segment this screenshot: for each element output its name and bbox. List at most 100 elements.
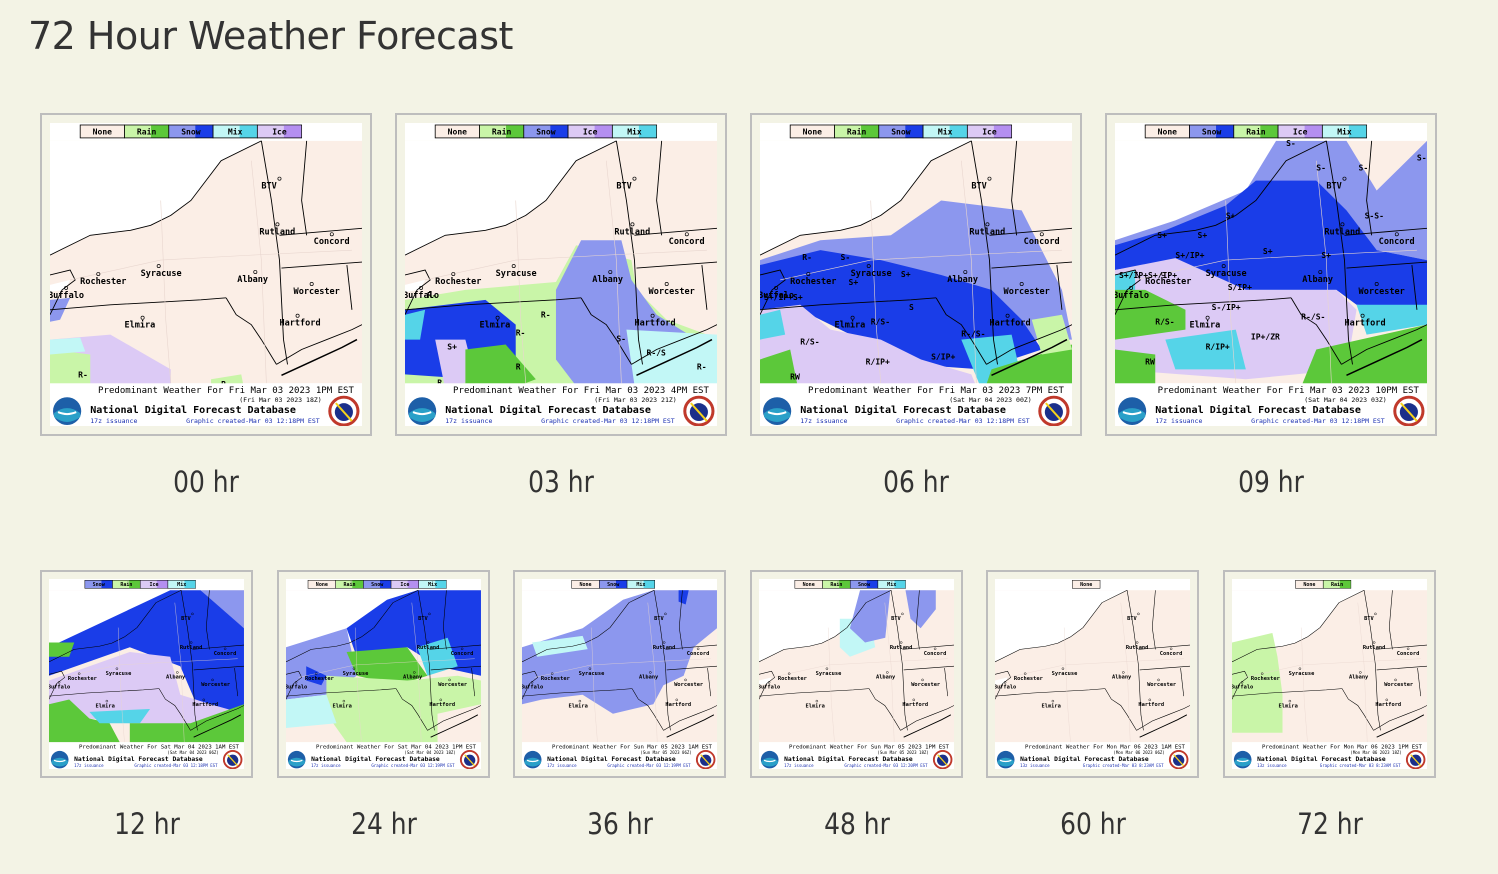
issuance-text: 17z issuance — [74, 763, 104, 768]
forecast-panel-12[interactable]: BTV Rutland Concord Syracuse Albany Rochester… — [40, 570, 253, 778]
forecast-utc-time: (Sat Mar 04 2023 18Z) — [404, 750, 455, 755]
weather-code-label: S- — [1417, 154, 1427, 163]
svg-text:Snow: Snow — [181, 127, 201, 136]
svg-text:None: None — [1158, 127, 1178, 136]
city-label: Rochester — [541, 676, 570, 682]
city-label: Worcester — [438, 682, 467, 688]
city-label: Buffalo — [1115, 291, 1149, 301]
svg-text:None: None — [1080, 582, 1092, 588]
city-label: Buffalo — [759, 685, 780, 691]
forecast-utc-time: (Mon Mar 06 2023 06Z) — [1113, 750, 1164, 755]
forecast-map-image: BTV Rutland Concord Syracuse Albany Rochester… — [49, 579, 244, 769]
city-label: Rutland — [1324, 227, 1360, 237]
city-label: Rutland — [890, 645, 912, 651]
city-label: Elmira — [96, 703, 115, 709]
city-label: Concord — [214, 651, 236, 657]
forecast-valid-time: Predominant Weather For Sat Mar 04 2023 … — [316, 744, 477, 750]
issuance-text: 13z issuance — [1257, 763, 1287, 768]
city-label: BTV — [181, 616, 191, 622]
svg-text:Snow: Snow — [607, 582, 620, 588]
legend-none: None — [1144, 124, 1190, 139]
city-label: Syracuse — [816, 671, 842, 677]
city-label: Elmira — [333, 703, 352, 709]
hour-label-00: 00 hr — [173, 465, 239, 499]
noaa-logo-icon — [287, 750, 306, 769]
svg-text:None: None — [803, 127, 823, 136]
forecast-valid-time: Predominant Weather For Mon Mar 06 2023 … — [1262, 744, 1423, 750]
forecast-panel-60[interactable]: BTV Rutland Concord Syracuse Albany Rochester… — [986, 570, 1199, 778]
precip-region — [1296, 324, 1427, 400]
legend-snow: Snow — [849, 579, 879, 589]
precip-region — [417, 637, 458, 676]
city-label: BTV — [971, 182, 986, 192]
product-name: National Digital Forecast Database — [1257, 755, 1386, 763]
forecast-panel-03[interactable]: BTV Rutland Concord Syracuse Albany Rochester… — [395, 113, 727, 436]
svg-text:Ice: Ice — [583, 127, 598, 136]
precip-region — [89, 708, 151, 724]
legend-rain: Rain — [124, 124, 170, 139]
forecast-panel-09[interactable]: BTV Rutland Concord Syracuse Albany Rochester… — [1105, 113, 1437, 436]
svg-text:Mix: Mix — [428, 582, 437, 588]
precip-region — [1356, 304, 1427, 335]
forecast-valid-time: Predominant Weather For Mon Mar 06 2023 … — [1025, 744, 1186, 750]
weather-code-label: S/IP+ — [931, 352, 955, 361]
forecast-panel-00[interactable]: BTV Rutland Concord Syracuse Albany Rochester… — [40, 113, 372, 436]
city-label: BTV — [261, 182, 276, 192]
forecast-utc-time: (Sun Mar 05 2023 06Z) — [640, 750, 691, 755]
forecast-panel-72[interactable]: BTV Rutland Concord Syracuse Albany Rochester… — [1223, 570, 1436, 778]
legend-rain: Rain — [822, 579, 851, 589]
svg-text:Snow: Snow — [93, 582, 106, 588]
forecast-panel-06[interactable]: BTV Rutland Concord Syracuse Albany Rochester… — [750, 113, 1082, 436]
city-label: Rochester — [1145, 277, 1191, 287]
city-label: BTV — [654, 616, 664, 622]
city-label: Elmira — [1189, 320, 1220, 331]
weather-code-label: R/S- — [871, 318, 890, 327]
city-label: Elmira — [124, 320, 155, 331]
product-name: National Digital Forecast Database — [1020, 755, 1149, 763]
nws-logo-icon — [695, 750, 716, 769]
weather-code-label: S- — [616, 335, 626, 344]
product-name: National Digital Forecast Database — [547, 755, 676, 763]
city-label: Rochester — [1251, 676, 1280, 682]
legend-none: None — [1072, 579, 1101, 589]
precip-region — [49, 590, 244, 724]
city-label: Rutland — [259, 227, 295, 237]
city-label: Hartford — [989, 319, 1030, 329]
nws-logo-icon — [1405, 750, 1426, 769]
city-label: Albany — [1349, 675, 1369, 681]
city-label: Concord — [924, 651, 946, 657]
city-label: Buffalo — [49, 685, 70, 691]
svg-text:Snow: Snow — [371, 582, 384, 588]
product-name: National Digital Forecast Database — [800, 404, 1006, 416]
city-label: Worcester — [294, 287, 340, 297]
forecast-utc-time: (Mon Mar 06 2023 18Z) — [1350, 750, 1401, 755]
svg-text:Snow: Snow — [1202, 127, 1222, 136]
legend-snow: Snow — [523, 124, 569, 139]
svg-text:None: None — [316, 582, 328, 588]
issuance-text: 17z issuance — [311, 763, 341, 768]
weather-code-label: S — [909, 303, 914, 312]
product-name: National Digital Forecast Database — [311, 755, 440, 763]
nws-logo-icon — [1168, 750, 1189, 769]
nws-logo-icon — [1038, 395, 1070, 426]
issuance-text: 17z issuance — [800, 417, 847, 425]
forecast-panel-36[interactable]: BTV Rutland Concord Syracuse Albany Rochester… — [513, 570, 726, 778]
weather-code-label: S+/IP+ — [1175, 251, 1204, 260]
precip-region — [49, 642, 75, 657]
weather-code-label: S+/IP+S+ — [764, 293, 803, 302]
hour-label-60: 60 hr — [1060, 807, 1126, 841]
svg-text:Rain: Rain — [830, 582, 842, 588]
legend-mix: Mix — [626, 579, 655, 589]
precip-region — [346, 647, 428, 686]
weather-code-label: R — [437, 378, 442, 387]
forecast-map-image: BTV Rutland Concord Syracuse Albany Rochester… — [405, 123, 717, 426]
weather-code-label: RW — [790, 372, 800, 381]
weather-code-label: S+/IP+S+/IP+ — [1119, 271, 1177, 280]
forecast-panel-24[interactable]: BTV Rutland Concord Syracuse Albany Rochester… — [277, 570, 490, 778]
forecast-panel-48[interactable]: BTV Rutland Concord Syracuse Albany Rochester… — [750, 570, 963, 778]
forecast-utc-time: (Sat Mar 04 2023 03Z) — [1304, 396, 1387, 404]
precip-region — [626, 329, 717, 400]
noaa-logo-icon — [1233, 750, 1252, 769]
weather-code-label: S+ — [447, 343, 457, 352]
svg-text:Rain: Rain — [120, 582, 132, 588]
